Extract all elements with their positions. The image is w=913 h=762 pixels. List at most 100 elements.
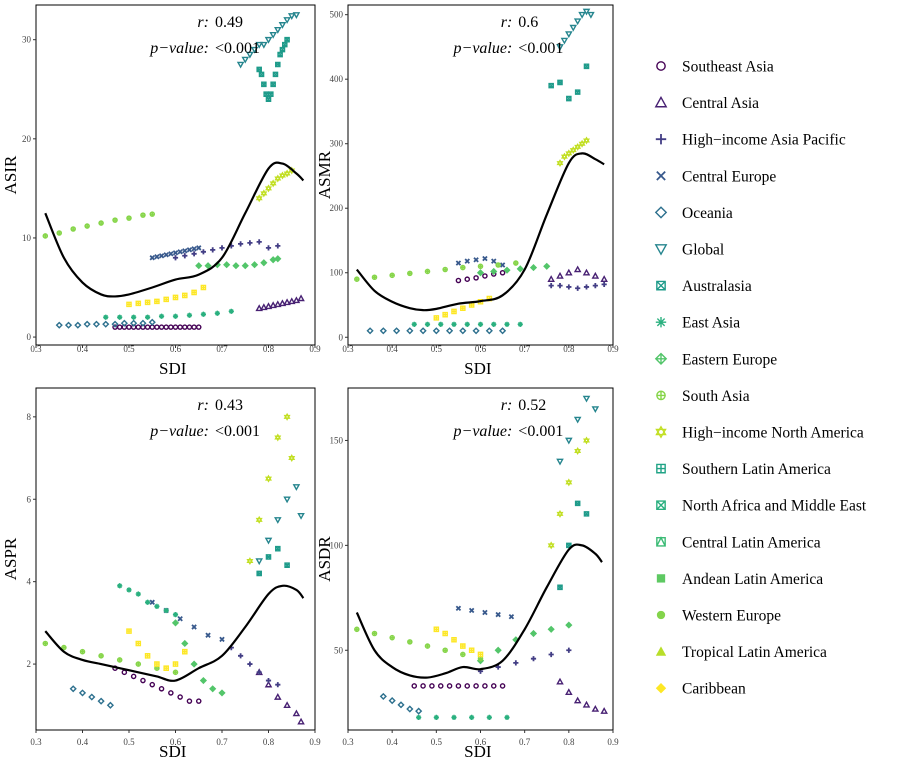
- series-central-asia: [556, 677, 608, 714]
- data-point: [575, 285, 581, 291]
- data-point: [61, 644, 67, 651]
- data-point: [274, 27, 282, 34]
- x-tick-label: 0.3: [342, 737, 354, 747]
- data-point: [565, 688, 573, 696]
- legend-item: Eastern Europe: [654, 351, 777, 368]
- data-point: [255, 304, 263, 312]
- data-point: [177, 249, 183, 255]
- data-point: [468, 647, 475, 654]
- data-point: [472, 327, 480, 335]
- data-point: [111, 320, 119, 328]
- data-point: [292, 296, 301, 304]
- legend: Southeast Asia Central Asia High−income As…: [654, 59, 867, 698]
- data-point: [406, 705, 414, 713]
- data-point: [482, 683, 488, 689]
- data-point: [106, 701, 114, 709]
- data-point: [473, 683, 479, 689]
- data-point: [260, 259, 268, 267]
- data-point: [469, 714, 475, 721]
- data-point: [473, 275, 479, 281]
- data-point: [557, 79, 563, 86]
- panel-aspr: 0.3 0.4 0.5 0.6 0.7 0.8 0.9 2 4 6 8 SDI ASPR r: 0.43 p−…: [1, 387, 321, 761]
- legend-symbol-icon: [654, 206, 668, 219]
- data-point: [392, 327, 401, 335]
- x-tick-label: 0.8: [263, 344, 275, 354]
- data-point: [274, 300, 282, 308]
- y-tick-label: 30: [22, 35, 32, 45]
- data-point: [460, 305, 466, 312]
- legend-item: East Asia: [655, 315, 740, 332]
- data-point: [573, 416, 582, 424]
- y-tick-label: 10: [22, 233, 32, 243]
- data-point: [556, 44, 564, 51]
- series-high-income-north-america: [556, 136, 590, 168]
- data-point: [495, 664, 501, 670]
- data-point: [292, 709, 301, 717]
- data-point: [135, 661, 142, 667]
- data-point: [451, 714, 457, 721]
- data-point: [154, 603, 160, 609]
- legend-label: Global: [682, 242, 724, 259]
- data-point: [556, 677, 564, 685]
- series-southeast-asia: [411, 683, 506, 689]
- r-label: r:: [197, 397, 209, 414]
- series-australasia: [548, 63, 590, 102]
- data-point: [238, 653, 244, 659]
- x-tick-label: 0.4: [387, 737, 399, 747]
- x-tick-label: 0.9: [309, 737, 321, 747]
- data-point: [265, 96, 272, 102]
- data-point: [371, 630, 378, 637]
- data-point: [278, 22, 287, 29]
- legend-symbol-icon: [654, 244, 668, 256]
- data-point: [182, 253, 188, 259]
- series-south-asia: [354, 626, 484, 662]
- data-point: [491, 258, 497, 264]
- data-point: [154, 254, 160, 260]
- legend-label: Central Europe: [682, 168, 776, 185]
- data-point: [84, 223, 90, 229]
- data-point: [186, 698, 193, 704]
- series-oceania: [366, 327, 507, 335]
- legend-label: Oceania: [682, 205, 733, 222]
- legend-label: Australasia: [682, 278, 752, 295]
- y-tick-label: 100: [330, 540, 344, 550]
- p-value: <0.001: [215, 423, 260, 440]
- data-point: [397, 701, 405, 709]
- x-tick-label: 0.8: [563, 737, 575, 747]
- x-tick-label: 0.5: [431, 344, 443, 354]
- data-point: [445, 327, 454, 335]
- data-point: [191, 251, 197, 257]
- series-oceania: [379, 692, 423, 715]
- series-east-asia: [416, 714, 510, 721]
- data-point: [297, 294, 305, 302]
- data-point: [455, 683, 462, 689]
- fit-curve: [355, 152, 605, 312]
- data-point: [411, 683, 418, 689]
- data-point: [171, 619, 180, 627]
- data-point: [582, 395, 591, 403]
- data-point: [98, 220, 104, 226]
- data-point: [583, 511, 590, 517]
- data-point: [442, 266, 448, 273]
- data-point: [172, 661, 179, 667]
- x-tick-label: 0.7: [216, 737, 228, 747]
- data-point: [135, 324, 142, 330]
- data-point: [566, 284, 572, 290]
- data-point: [389, 272, 395, 279]
- data-point: [420, 683, 426, 689]
- data-point: [205, 632, 211, 638]
- data-point: [88, 693, 96, 701]
- data-point: [460, 264, 466, 271]
- series-high-income-north-america: [255, 166, 296, 203]
- p-value: <0.001: [518, 40, 563, 57]
- data-point: [255, 558, 263, 566]
- data-point: [69, 685, 77, 693]
- data-point: [451, 308, 457, 315]
- data-point: [451, 636, 457, 643]
- data-point: [261, 81, 267, 88]
- data-point: [582, 268, 591, 276]
- data-point: [149, 681, 156, 688]
- data-point: [269, 31, 277, 39]
- data-point: [556, 159, 564, 168]
- legend-label: South Asia: [682, 388, 750, 405]
